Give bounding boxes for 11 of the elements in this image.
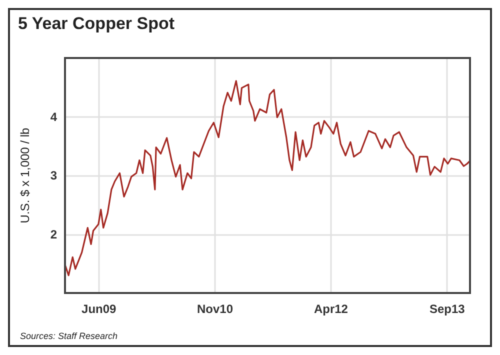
- y-tick-label: 3: [50, 168, 58, 182]
- x-tick-label: Apr12: [314, 302, 348, 316]
- y-axis-title: U.S. $ x 1,000 / lb: [18, 127, 32, 224]
- x-tick-label: Nov10: [197, 302, 234, 316]
- x-tick-label: Sep13: [429, 302, 466, 316]
- line-series: [64, 80, 471, 276]
- y-tick-label: 4: [50, 110, 58, 124]
- chart-title: 5 Year Copper Spot: [18, 14, 175, 34]
- source-note: Sources: Staff Research: [20, 331, 118, 341]
- y-tick-label: 2: [50, 227, 58, 242]
- x-tick-label: Jun09: [82, 302, 117, 316]
